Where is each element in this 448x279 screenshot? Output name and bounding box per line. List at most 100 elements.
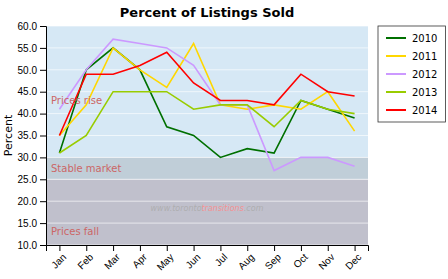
y-tick: 50.0 xyxy=(18,65,46,76)
legend-item: 2011 xyxy=(386,51,437,62)
x-tick-mark xyxy=(220,245,221,251)
series-line xyxy=(59,44,354,136)
x-tick-label: May xyxy=(155,251,176,272)
y-tick-label: 40.0 xyxy=(18,108,38,119)
legend-swatch xyxy=(386,55,406,57)
x-tick-mark xyxy=(59,245,60,251)
legend-item: 2014 xyxy=(386,105,437,116)
grid-line xyxy=(46,26,368,27)
y-tick-label: 30.0 xyxy=(18,152,38,163)
y-tick: 60.0 xyxy=(18,21,46,32)
x-tick: Feb xyxy=(75,245,95,271)
series-line xyxy=(59,39,354,170)
watermark: www.toronto xyxy=(151,204,202,213)
zone-label: Prices rise xyxy=(51,95,102,106)
y-tick: 55.0 xyxy=(18,43,46,54)
y-tick-mark xyxy=(40,92,46,93)
legend-swatch xyxy=(386,73,406,75)
x-tick-mark xyxy=(274,245,275,251)
legend: 2010 2011 2012 2013 2014 xyxy=(378,26,445,122)
y-tick-mark xyxy=(40,70,46,71)
grid-line xyxy=(46,135,368,136)
y-tick-label: 35.0 xyxy=(18,130,38,141)
x-tick-mark xyxy=(86,245,87,251)
x-axis: JanFebMarAprMayJunJulAugSepOctNovDec xyxy=(47,245,369,273)
y-tick-mark xyxy=(40,223,46,224)
y-tick: 25.0 xyxy=(18,174,46,185)
annotations: www.torontotransitions.comPrices riseSta… xyxy=(51,95,264,237)
x-tick: Jan xyxy=(49,245,68,271)
y-tick-label: 50.0 xyxy=(18,65,38,76)
plot-area: www.torontotransitions.comPrices riseSta… xyxy=(18,21,369,273)
y-tick: 10.0 xyxy=(18,240,46,251)
x-tick: Jun xyxy=(183,245,202,271)
lines xyxy=(59,39,354,170)
x-tick-mark xyxy=(167,245,168,251)
legend-box xyxy=(378,26,445,122)
x-tick-label: Jan xyxy=(49,251,68,270)
legend-label: 2013 xyxy=(412,87,437,98)
legend-item: 2010 xyxy=(386,33,437,44)
x-tick-mark xyxy=(247,245,248,251)
y-tick-mark xyxy=(40,26,46,27)
x-tick-mark xyxy=(355,245,356,251)
series-line xyxy=(59,92,354,153)
y-axis: 10.0 15.0 20.0 25.0 30.0 35.0 40.0 45.0 50.0 55.0… xyxy=(18,21,47,251)
y-tick-mark xyxy=(40,157,46,158)
background-band xyxy=(46,179,368,245)
x-tick: Aug xyxy=(236,245,256,272)
y-axis-line xyxy=(40,27,47,246)
x-tick-label: Feb xyxy=(75,251,95,271)
x-tick-label: Sep xyxy=(263,251,284,272)
y-tick-label: 55.0 xyxy=(18,43,38,54)
background-band xyxy=(46,26,368,157)
grid-line xyxy=(46,179,368,180)
y-tick-mark xyxy=(40,114,46,115)
chart: www.torontotransitions.comPrices riseSta… xyxy=(0,0,448,279)
x-tick-mark xyxy=(113,245,114,251)
y-axis-title: Percent xyxy=(2,114,15,156)
x-tick-mark xyxy=(301,245,302,251)
watermark: transitions xyxy=(202,204,244,213)
x-tick-label: Dec xyxy=(343,251,363,271)
y-tick-mark xyxy=(40,48,46,49)
grid-line xyxy=(46,113,368,114)
y-tick: 45.0 xyxy=(18,86,46,97)
x-tick-mark xyxy=(194,245,195,251)
legend-label: 2012 xyxy=(412,69,437,80)
x-tick-label: Mar xyxy=(102,251,122,271)
legend-label: 2014 xyxy=(412,105,437,116)
y-tick-label: 60.0 xyxy=(18,21,38,32)
x-tick-label: Apr xyxy=(130,251,149,270)
grid-line xyxy=(46,223,368,224)
background-band xyxy=(46,157,368,179)
grid-line xyxy=(46,201,368,202)
legend-item: 2013 xyxy=(386,87,437,98)
title: Percent of Listings Sold xyxy=(120,5,294,20)
y-tick-label: 15.0 xyxy=(18,218,38,229)
x-tick-label: Aug xyxy=(236,251,256,271)
legend-swatch xyxy=(386,109,406,111)
y-tick-label: 20.0 xyxy=(18,196,38,207)
x-tick-label: Nov xyxy=(316,251,336,271)
y-tick: 30.0 xyxy=(18,152,46,163)
y-tick-mark xyxy=(40,245,46,246)
y-tick-mark xyxy=(40,136,46,137)
x-tick: May xyxy=(155,245,176,273)
legend-item: 2012 xyxy=(386,69,437,80)
legend-label: 2010 xyxy=(412,33,437,44)
x-tick-mark xyxy=(328,245,329,251)
bands xyxy=(46,26,368,245)
x-tick: Dec xyxy=(343,245,363,272)
grid-line xyxy=(46,47,368,48)
y-tick-mark xyxy=(40,201,46,202)
legend-swatch xyxy=(386,37,406,39)
y-tick: 15.0 xyxy=(18,218,46,229)
y-tick-label: 25.0 xyxy=(18,174,38,185)
y-tick-label: 45.0 xyxy=(18,86,38,97)
x-axis-line xyxy=(47,246,369,252)
y-tick: 35.0 xyxy=(18,130,46,141)
grid-line xyxy=(46,69,368,70)
x-tick-label: Oct xyxy=(291,251,310,270)
zone-label: Prices fall xyxy=(51,226,99,237)
